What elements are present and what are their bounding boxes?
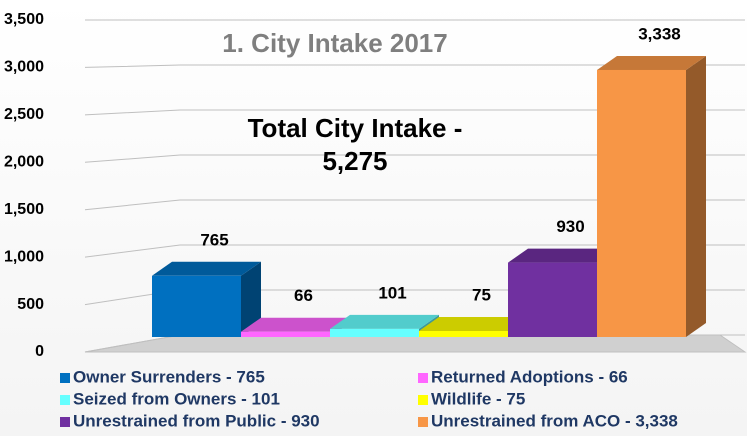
grid-line [84,199,745,211]
bar-side [686,55,706,338]
grid-line [84,154,745,163]
bar-top [508,248,617,263]
y-tick-label: 2,000 [4,154,44,171]
y-tick-label: 2,500 [4,106,44,123]
data-label: 66 [294,286,313,305]
y-tick-label: 1,500 [4,201,44,218]
annotation: Total City Intake - [248,113,463,143]
grid-line [84,64,745,68]
y-tick-label: 0 [35,343,44,360]
bar [419,331,508,337]
grid-line [84,109,745,116]
data-label: 101 [378,283,406,302]
floor [84,334,747,353]
bar [152,275,241,337]
bar-top [241,317,350,332]
y-tick-label: 1,000 [4,248,44,265]
legend-label: Seized from Owners - 101 [73,389,280,408]
data-label: 75 [472,285,491,304]
grid-line [84,244,745,258]
legend-swatch [418,373,428,383]
data-label: 930 [556,217,584,236]
bar [241,331,330,337]
bar-top [419,317,528,331]
legend-swatch [60,417,70,427]
legend-label: Unrestrained from ACO - 3,338 [431,411,678,430]
legend-label: Wildlife - 75 [431,389,525,408]
chart-title: 1. City Intake 2017 [222,28,447,58]
annotation: 5,275 [322,146,387,176]
bar-side [241,261,261,337]
bar [508,262,597,337]
legend-label: Owner Surrenders - 765 [73,367,265,386]
legend-label: Returned Adoptions - 66 [431,367,628,386]
bar-top [330,314,439,329]
data-label: 765 [200,230,228,249]
data-label: 3,338 [638,24,681,43]
bar [597,69,686,338]
legend-swatch [418,417,428,427]
y-tick-label: 3,500 [4,11,44,28]
bar-top [152,261,261,276]
legend-swatch [60,395,70,405]
bar-top [597,55,706,70]
y-tick-label: 3,000 [4,59,44,76]
legend-label: Unrestrained from Public - 930 [73,411,320,430]
y-tick-label: 500 [17,296,44,313]
legend-swatch [60,373,70,383]
legend-swatch [418,395,428,405]
bar [330,328,419,337]
